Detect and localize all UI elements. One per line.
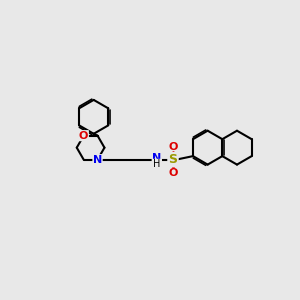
Text: S: S <box>169 153 178 166</box>
Text: N: N <box>93 155 102 165</box>
Text: H: H <box>153 159 160 169</box>
Text: N: N <box>152 153 161 163</box>
Text: O: O <box>168 168 178 178</box>
Text: O: O <box>79 130 88 141</box>
Text: O: O <box>168 142 178 152</box>
